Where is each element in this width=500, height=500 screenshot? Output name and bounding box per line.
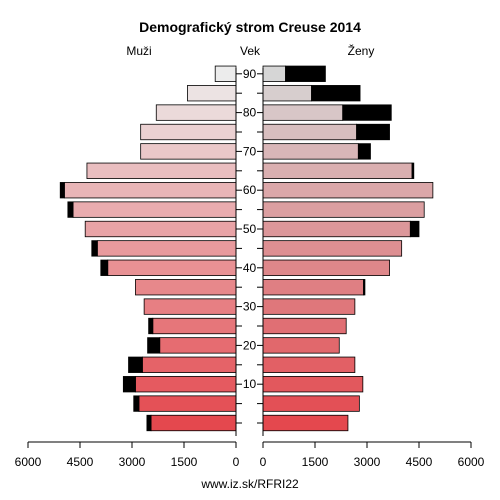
center-axis-label: Vek (240, 44, 261, 58)
male-bar-65-69 (86, 162, 237, 179)
female-bar-90+ (262, 65, 286, 82)
female-excess-bar-65-69 (411, 162, 415, 179)
male-excess-bar-60-64 (59, 182, 65, 199)
male-bar-40-44 (107, 259, 237, 276)
male-excess-bar-20-24 (147, 337, 161, 354)
female-bar-25-29 (262, 317, 347, 335)
age-tick-label: 70 (243, 144, 257, 158)
right-x-tick-label: 4500 (406, 455, 433, 469)
left-x-tick-label: 3000 (119, 455, 146, 469)
age-tick-label: 10 (243, 377, 257, 391)
female-excess-bar-90+ (285, 65, 326, 82)
female-excess-bar-85-89 (311, 85, 361, 102)
female-bar-85-89 (262, 85, 312, 102)
male-excess-bar-25-29 (148, 317, 154, 335)
female-bar-35-39 (262, 279, 364, 296)
age-tick-label: 20 (243, 338, 257, 352)
right-side-label: Ženy (348, 43, 375, 58)
female-bar-10-14 (262, 376, 364, 393)
age-tick-label: 60 (243, 183, 257, 197)
female-bar-80-84 (262, 104, 344, 121)
female-bar-45-49 (262, 240, 403, 257)
male-bar-85-89 (187, 85, 237, 102)
female-excess-bar-75-79 (356, 123, 390, 141)
male-excess-bar-0-4 (146, 414, 152, 432)
male-bar-80-84 (155, 104, 237, 121)
female-excess-bar-35-39 (363, 279, 366, 296)
left-x-tick-label: 0 (233, 455, 240, 469)
age-tick-label: 50 (243, 222, 257, 236)
age-tick-label: 80 (243, 106, 257, 120)
male-bar-70-74 (140, 143, 237, 160)
male-bar-5-9 (138, 395, 237, 412)
female-bar-50-54 (262, 220, 411, 238)
right-x-tick-label: 0 (260, 455, 267, 469)
age-tick-label: 40 (243, 261, 257, 275)
female-bar-0-4 (262, 414, 349, 432)
male-excess-bar-55-59 (67, 201, 74, 218)
right-x-tick-label: 1500 (302, 455, 329, 469)
male-bar-75-79 (140, 123, 237, 141)
female-bar-30-34 (262, 298, 356, 315)
right-x-tick-label: 3000 (354, 455, 381, 469)
age-tick-label: 90 (243, 67, 257, 81)
male-bar-50-54 (84, 220, 237, 238)
left-x-tick-label: 1500 (171, 455, 198, 469)
male-bar-45-49 (96, 240, 237, 257)
footer-source: www.iz.sk/RFRI22 (200, 477, 299, 491)
male-bar-30-34 (143, 298, 237, 315)
bars-layer (59, 65, 434, 432)
female-bar-20-24 (262, 337, 340, 354)
male-excess-bar-15-19 (128, 356, 143, 373)
male-bar-15-19 (141, 356, 237, 373)
axes-layer: 6000 4500 3000 1500 0 0 1500 3000 4500 6000 10 20 30… (15, 67, 485, 469)
female-bar-70-74 (262, 143, 359, 160)
male-bar-90+ (214, 65, 237, 82)
chart-title: Demografický strom Creuse 2014 (139, 19, 361, 35)
female-excess-bar-70-74 (357, 143, 371, 160)
male-excess-bar-5-9 (133, 395, 140, 412)
left-x-tick-label: 4500 (67, 455, 94, 469)
female-bar-40-44 (262, 259, 390, 276)
female-bar-65-69 (262, 162, 413, 179)
female-bar-60-64 (262, 182, 434, 199)
left-side-label: Muži (126, 44, 151, 58)
male-bar-60-64 (64, 182, 237, 199)
left-x-tick-label: 6000 (15, 455, 42, 469)
male-excess-bar-45-49 (91, 240, 98, 257)
female-bar-75-79 (262, 123, 357, 141)
male-bar-25-29 (152, 317, 237, 335)
female-bar-5-9 (262, 395, 360, 412)
male-excess-bar-40-44 (100, 259, 109, 276)
male-bar-35-39 (135, 279, 237, 296)
male-bar-20-24 (159, 337, 237, 354)
male-excess-bar-10-14 (122, 376, 136, 393)
female-excess-bar-50-54 (409, 220, 420, 238)
male-bar-10-14 (135, 376, 237, 393)
male-bar-0-4 (150, 414, 237, 432)
male-bar-55-59 (72, 201, 237, 218)
female-bar-55-59 (262, 201, 425, 218)
age-tick-label: 30 (243, 300, 257, 314)
right-x-tick-label: 6000 (458, 455, 485, 469)
female-bar-15-19 (262, 356, 356, 373)
female-excess-bar-80-84 (342, 104, 392, 121)
